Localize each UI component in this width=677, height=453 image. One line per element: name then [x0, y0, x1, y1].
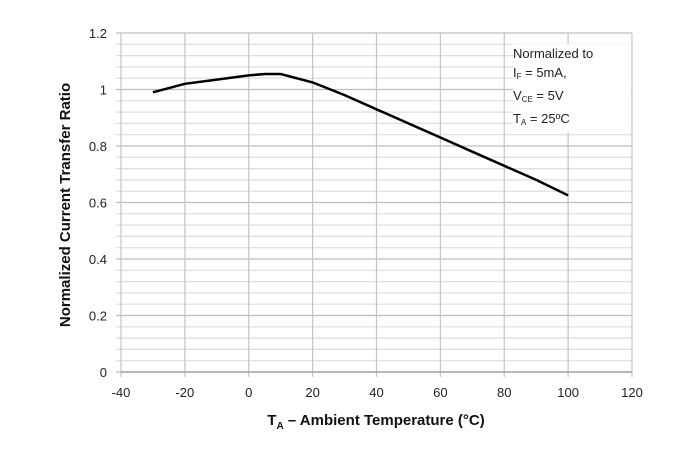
x-tick-label: -40	[112, 385, 131, 400]
y-tick-label: 0.8	[89, 139, 107, 154]
y-tick-label: 0.4	[89, 252, 107, 267]
note-line: TA = 25ºC	[513, 111, 570, 127]
x-tick-label: 20	[305, 385, 319, 400]
series-line-ctr	[152, 72, 569, 197]
x-tick-label: 40	[369, 385, 383, 400]
y-tick-label: 0	[100, 365, 107, 380]
note-line: IF = 5mA,	[513, 65, 567, 81]
y-axis-label: Normalized Current Transfer Ratio	[57, 83, 74, 327]
x-tick-label: 120	[621, 385, 643, 400]
tick-labels: -40 -20 0 20 40 60 80 100 120 0 0.2 0.4 0.6 0.8 1 1.2	[89, 26, 643, 400]
x-tick-label: 60	[433, 385, 447, 400]
y-tick-label: 0.2	[89, 309, 107, 324]
x-tick-label: 80	[497, 385, 511, 400]
x-tick-label: -20	[175, 385, 194, 400]
x-tick-label: 100	[557, 385, 579, 400]
y-tick-label: 1	[100, 83, 107, 98]
x-tick-label: 0	[245, 385, 252, 400]
note-line: Normalized to	[513, 46, 594, 61]
y-tick-label: 1.2	[89, 26, 107, 41]
x-axis-label: TA – Ambient Temperature (°C)	[267, 412, 484, 432]
normalization-note: Normalized to IF = 5mA, VCE = 5V TA = 25…	[513, 44, 631, 132]
y-tick-label: 0.6	[89, 196, 107, 211]
note-line: VCE = 5V	[513, 88, 564, 104]
